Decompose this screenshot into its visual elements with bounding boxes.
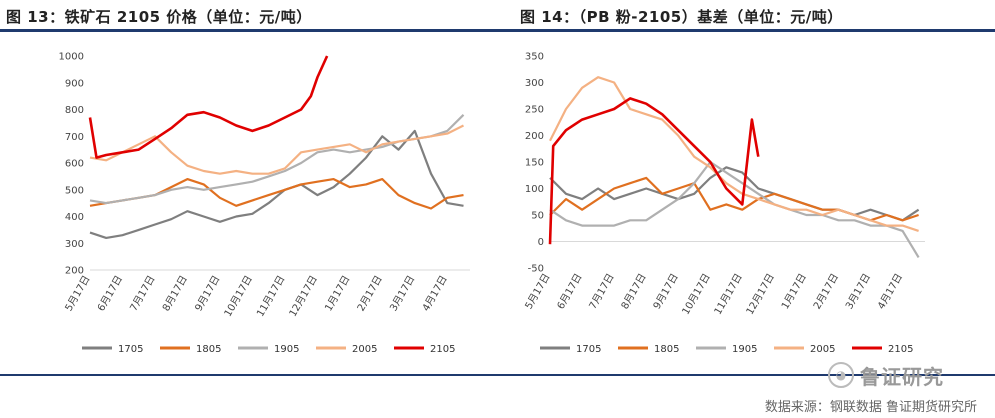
wechat-icon: ◕ xyxy=(828,362,854,388)
legend-label-2005: 2005 xyxy=(352,344,377,355)
x-tick-label: 5月17日 xyxy=(523,272,553,312)
x-tick-label: 9月17日 xyxy=(651,272,681,312)
y-tick-label: 1000 xyxy=(59,52,84,63)
x-tick-label: 10月17日 xyxy=(222,274,255,319)
series-1705-line xyxy=(89,129,464,239)
y-tick-label: 50 xyxy=(531,211,544,222)
series-1905-line xyxy=(89,114,465,205)
x-tick-label: 12月17日 xyxy=(287,274,320,319)
legend: 1705 1805 1905 2005 2105 xyxy=(540,344,913,355)
y-tick-label: 300 xyxy=(65,239,84,250)
x-tick-label: 11月17日 xyxy=(712,272,745,317)
legend-label-1705: 1705 xyxy=(576,344,601,355)
y-tick-label: 600 xyxy=(65,159,84,170)
series-1905-line xyxy=(549,160,920,258)
chart-right: -50 0 50 100 150 200 250 300 350 5月17日 6月17日 7月17日 8… xyxy=(523,52,925,355)
x-tick-label: 11月17日 xyxy=(254,274,287,319)
x-tick-label: 6月17日 xyxy=(555,272,585,312)
y-tick-label: 150 xyxy=(525,158,544,169)
top-rule xyxy=(0,29,995,32)
chart-left: 200 300 400 500 600 700 800 900 1000 5月17日 6月17日 7月… xyxy=(59,52,470,355)
source-note: 数据来源：钢联数据 鲁证期货研究所 xyxy=(764,400,977,415)
series-1705-line xyxy=(549,166,920,222)
x-tick-label: 2月17日 xyxy=(355,274,385,314)
y-tick-label: -50 xyxy=(528,264,544,275)
x-tick-label: 3月17日 xyxy=(843,272,873,312)
y-tick-label: 100 xyxy=(525,184,544,195)
series-1805-line xyxy=(89,178,464,210)
legend-label-2105: 2105 xyxy=(888,344,913,355)
y-tick-label: 700 xyxy=(65,132,84,143)
series-2105-line xyxy=(548,97,760,245)
y-tick-label: 0 xyxy=(538,237,544,248)
series-2105-line xyxy=(88,55,329,159)
series-2005-line xyxy=(89,124,464,175)
x-tick-label: 5月17日 xyxy=(63,274,93,314)
legend-label-1905: 1905 xyxy=(732,344,757,355)
watermark-text: 鲁证研究 xyxy=(860,364,944,389)
x-tick-label: 8月17日 xyxy=(619,272,649,312)
y-tick-label: 900 xyxy=(65,78,84,89)
x-tick-label: 4月17日 xyxy=(420,274,450,314)
legend: 1705 1805 1905 2005 2105 xyxy=(82,344,455,355)
x-tick-label: 1月17日 xyxy=(779,272,809,312)
legend-label-1705: 1705 xyxy=(118,344,143,355)
x-tick-label: 12月17日 xyxy=(744,272,777,317)
y-tick-label: 200 xyxy=(525,131,544,142)
legend-label-2105: 2105 xyxy=(430,344,455,355)
x-tick-label: 1月17日 xyxy=(322,274,352,314)
y-tick-label: 200 xyxy=(65,266,84,277)
y-tick-label: 800 xyxy=(65,105,84,116)
y-tick-label: 500 xyxy=(65,185,84,196)
left-chart-title: 图 13：铁矿石 2105 价格（单位：元/吨） xyxy=(6,8,312,26)
series-1805-line xyxy=(549,176,919,222)
y-tick-label: 300 xyxy=(525,78,544,89)
watermark: ◕ 鲁证研究 xyxy=(828,362,944,389)
x-tick-label: 8月17日 xyxy=(160,274,190,314)
x-tick-label: 4月17日 xyxy=(875,272,905,312)
y-tick-label: 400 xyxy=(65,212,84,223)
x-tick-label: 3月17日 xyxy=(387,274,417,314)
y-tick-label: 350 xyxy=(525,52,544,63)
x-tick-label: 9月17日 xyxy=(193,274,223,314)
x-tick-label: 6月17日 xyxy=(95,274,125,314)
series-2005-line xyxy=(549,76,919,232)
x-tick-label: 10月17日 xyxy=(680,272,713,317)
legend-label-1805: 1805 xyxy=(196,344,221,355)
x-tick-label: 7月17日 xyxy=(128,274,158,314)
legend-label-1805: 1805 xyxy=(654,344,679,355)
x-tick-label: 2月17日 xyxy=(811,272,841,312)
x-tick-label: 7月17日 xyxy=(587,272,617,312)
legend-label-1905: 1905 xyxy=(274,344,299,355)
legend-label-2005: 2005 xyxy=(810,344,835,355)
y-tick-label: 250 xyxy=(525,105,544,116)
right-chart-title: 图 14：（PB 粉-2105）基差（单位：元/吨） xyxy=(520,8,843,26)
bottom-rule xyxy=(0,374,995,376)
